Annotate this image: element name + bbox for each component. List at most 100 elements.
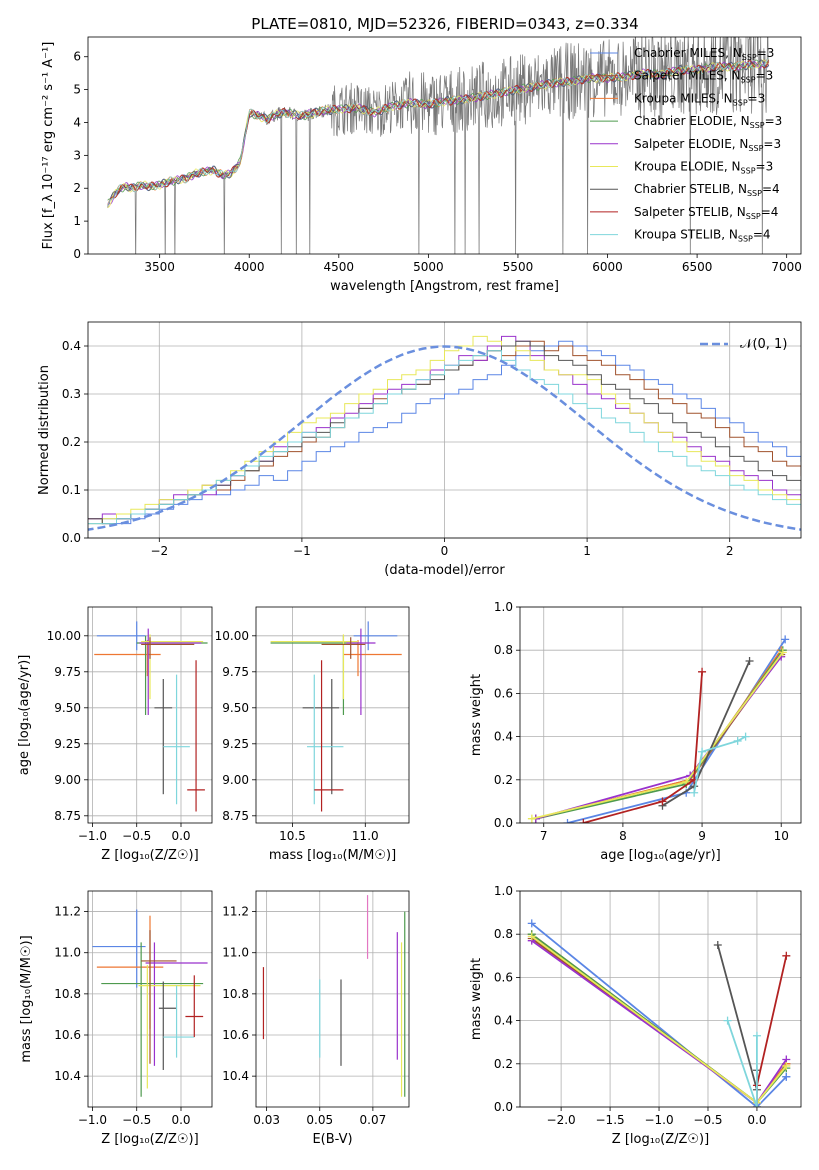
x-tick-label: 0.03 xyxy=(253,1113,280,1127)
y-tick-label: 0.2 xyxy=(494,773,513,787)
x-tick-label: −1.0 xyxy=(78,1113,107,1127)
x-tick-label: 9 xyxy=(698,829,706,843)
observed-spectrum-line xyxy=(107,37,770,254)
legend-label-main: Chabrier ELODIE, N xyxy=(634,114,750,128)
weight-marker xyxy=(782,1061,791,1070)
histogram-step xyxy=(88,340,801,525)
y-tick-label: 0.4 xyxy=(494,730,513,744)
axes-frame xyxy=(87,606,213,824)
legend-label-main: Salpeter ELODIE, N xyxy=(634,137,748,151)
weight-marker xyxy=(527,814,536,823)
x-tick-label: −1.5 xyxy=(596,1113,625,1127)
x-tick-label: 5500 xyxy=(503,260,534,274)
y-tick-label: 2 xyxy=(73,181,81,195)
weight-marker xyxy=(527,919,536,928)
y-tick-label: 10.8 xyxy=(222,987,249,1001)
legend-label-sub: SSP xyxy=(746,212,761,221)
y-tick-label: 10.6 xyxy=(222,1028,249,1042)
y-tick-label: 6 xyxy=(73,50,81,64)
weight-marker xyxy=(527,932,536,941)
legend-label: Chabrier MILES, NSSP=3 xyxy=(634,46,774,62)
y-tick-label: 9.25 xyxy=(222,737,249,751)
axes-frame xyxy=(87,321,802,539)
y-tick-label: 0.4 xyxy=(494,1014,513,1028)
y-tick-label: 11.0 xyxy=(54,946,81,960)
x-tick-label: 10 xyxy=(774,829,789,843)
legend-label: Kroupa MILES, NSSP=3 xyxy=(634,91,765,107)
y-tick-label: 10.4 xyxy=(54,1069,81,1083)
y-tick-label: 3 xyxy=(73,148,81,162)
panel-mass-vs-Z: −1.0 −0.5 0.0 10.4 10.6 10.8 11.0 11.2 Z [log₁₀(… xyxy=(19,890,213,1147)
legend-label-suffix: =3 xyxy=(763,137,781,151)
normal-curve xyxy=(88,345,801,531)
x-axis-label: wavelength [Angstrom, rest frame] xyxy=(330,279,559,294)
panel-weight-vs-Z: −2.0 −1.5 −1.0 −0.5 0.0 0.0 0.2 0.4 0.6 0.8 1.0 Z [… xyxy=(469,884,802,1147)
x-axis-label: Z [log₁₀(Z/Z☉)] xyxy=(101,1132,198,1147)
weight-marker xyxy=(733,736,742,745)
panel-weight-vs-age: 7 8 9 10 0.0 0.2 0.4 0.6 0.8 1.0 age [log₁₀(age/yr… xyxy=(469,600,802,863)
legend-label: Salpeter ELODIE, NSSP=3 xyxy=(634,137,781,153)
legend-label-main: Kroupa STELIB, N xyxy=(634,228,738,242)
legend-label-main: Chabrier MILES, N xyxy=(634,46,742,60)
axes-frame xyxy=(87,36,802,255)
panel-age-vs-mass: 10.5 11.0 8.75 9.00 9.25 9.50 9.75 10.00 mass [l… xyxy=(215,606,410,863)
y-tick-label: 0.6 xyxy=(494,970,513,984)
x-tick-label: 0.05 xyxy=(306,1113,333,1127)
y-tick-label: 9.00 xyxy=(222,773,249,787)
y-tick-label: 10.8 xyxy=(54,987,81,1001)
x-tick-label: −1 xyxy=(293,544,311,558)
x-tick-label: 10.5 xyxy=(279,829,306,843)
weight-marker xyxy=(778,648,787,657)
legend-label-suffix: =3 xyxy=(748,91,766,105)
x-tick-label: 0.0 xyxy=(171,1113,190,1127)
y-tick-label: 10.4 xyxy=(222,1069,249,1083)
legend-label-suffix: =3 xyxy=(756,69,774,83)
y-tick-label: 0 xyxy=(73,247,81,261)
x-tick-label: 1 xyxy=(583,544,591,558)
weight-marker xyxy=(563,819,572,823)
panel-residuals: −2 −1 0 1 2 0.0 0.1 0.2 0.3 0.4 (data-model)/error… xyxy=(37,321,802,578)
legend-label-sub: SSP xyxy=(748,144,763,153)
x-tick-label: 2 xyxy=(726,544,734,558)
x-tick-label: 0 xyxy=(441,544,449,558)
histogram-step xyxy=(88,335,801,525)
legend-label-suffix: =4 xyxy=(753,228,771,242)
legend-label-sub: SSP xyxy=(742,53,757,62)
weight-line xyxy=(693,735,747,793)
y-tick-label: 11.0 xyxy=(222,946,249,960)
legend-label-sub: SSP xyxy=(741,167,756,176)
y-tick-label: 0.6 xyxy=(494,686,513,700)
y-axis-label: mass [log₁₀(M/M☉)] xyxy=(19,935,34,1062)
y-tick-label: 0.0 xyxy=(494,1100,513,1114)
y-tick-label: 11.2 xyxy=(222,905,249,919)
weight-marker xyxy=(698,747,707,756)
weight-marker xyxy=(658,797,667,806)
plot-area xyxy=(270,621,402,812)
y-tick-label: 0.2 xyxy=(494,1057,513,1071)
legend-label-main: Kroupa ELODIE, N xyxy=(634,160,741,174)
weight-line xyxy=(583,671,703,823)
legend-label: Kroupa ELODIE, NSSP=3 xyxy=(634,160,773,176)
weight-marker xyxy=(723,1016,732,1025)
y-tick-label: 5 xyxy=(73,83,81,97)
x-tick-label: 6000 xyxy=(592,260,623,274)
y-tick-label: 0.4 xyxy=(62,339,81,353)
weight-marker xyxy=(752,1031,761,1040)
y-tick-label: 4 xyxy=(73,115,81,129)
axes-frame xyxy=(87,890,213,1108)
y-tick-label: 0.8 xyxy=(494,927,513,941)
histogram-step xyxy=(88,350,801,525)
weight-marker xyxy=(698,667,707,676)
legend-label-suffix: =3 xyxy=(765,114,783,128)
y-tick-label: 0.8 xyxy=(494,643,513,657)
legend-label: Chabrier STELIB, NSSP=4 xyxy=(634,182,780,198)
x-tick-label: −0.5 xyxy=(693,1113,722,1127)
weight-marker xyxy=(781,635,790,644)
axes-frame xyxy=(519,890,802,1108)
y-tick-label: 9.25 xyxy=(54,737,81,751)
weight-line xyxy=(535,649,782,820)
panel-spectrum: 3500 4000 4500 5000 5500 6000 6500 7000 0 1 2 3 4 5 6 w… xyxy=(41,36,802,294)
x-tick-label: 0.0 xyxy=(171,829,190,843)
legend-label: 𝒩(0, 1) xyxy=(740,337,787,352)
